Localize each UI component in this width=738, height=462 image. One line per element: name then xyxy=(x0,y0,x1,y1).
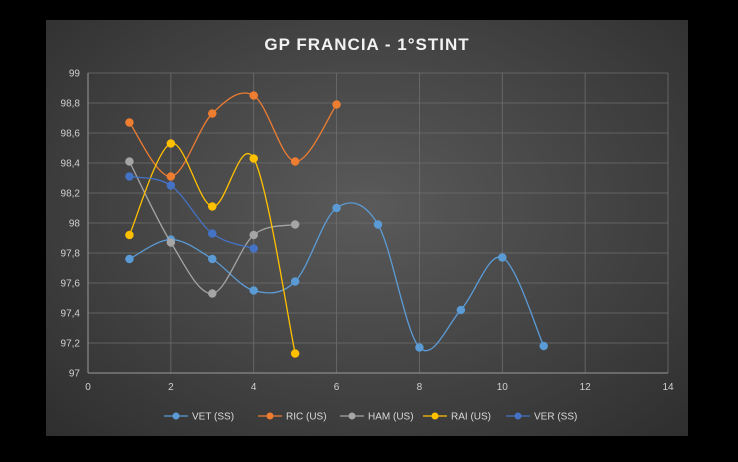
data-point-vet xyxy=(539,341,548,351)
data-point-ver xyxy=(249,244,258,253)
series-line-ham xyxy=(128,161,296,295)
data-point-ric xyxy=(125,118,134,127)
y-tick-label: 98,2 xyxy=(61,189,81,200)
legend-item-rai: RAI (US) xyxy=(423,412,491,423)
data-point-vet xyxy=(456,305,466,315)
series-ric xyxy=(125,91,341,181)
legend-marker xyxy=(266,412,274,420)
data-point-vet xyxy=(373,220,383,229)
legend-marker xyxy=(431,412,439,420)
data-point-ver xyxy=(125,172,134,181)
data-point-rai xyxy=(249,154,258,163)
chart-title: GP FRANCIA - 1°STINT xyxy=(264,35,469,54)
legend-item-ham: HAM (US) xyxy=(340,412,414,423)
line-chart: GP FRANCIA - 1°STINT 9797,297,497,697,89… xyxy=(61,35,674,423)
data-point-rai xyxy=(166,139,176,148)
data-point-ver xyxy=(208,229,217,238)
data-point-rai xyxy=(125,230,134,240)
legend-item-ric: RIC (US) xyxy=(258,412,327,423)
x-tick-label: 2 xyxy=(168,382,174,393)
data-point-ric xyxy=(290,157,300,166)
series-line-rai xyxy=(128,142,296,354)
data-point-vet xyxy=(498,253,507,262)
x-tick-label: 10 xyxy=(497,382,509,393)
legend-marker xyxy=(514,412,522,420)
legend: VET (SS) RIC (US) HAM (US) RAI (US) VER (SS) xyxy=(164,412,577,423)
legend-item-vet: VET (SS) xyxy=(164,412,234,423)
y-tick-label: 98,8 xyxy=(61,99,81,110)
data-point-ham xyxy=(290,220,300,229)
y-tick-label: 98,4 xyxy=(61,159,81,170)
y-tick-label: 97,8 xyxy=(61,249,81,260)
y-tick-label: 97,4 xyxy=(61,309,81,320)
data-point-rai xyxy=(208,202,217,211)
x-tick-label: 8 xyxy=(417,382,423,393)
series-vet xyxy=(125,202,548,352)
legend-label: VER (SS) xyxy=(534,412,577,423)
data-point-ham xyxy=(166,238,176,247)
data-point-ric xyxy=(249,91,258,100)
data-point-vet xyxy=(208,254,217,264)
legend-label: VET (SS) xyxy=(192,412,234,423)
legend-marker xyxy=(172,412,180,420)
series-line-ver xyxy=(129,175,254,250)
x-tick-label: 12 xyxy=(580,382,592,393)
data-point-ric xyxy=(166,172,176,181)
legend-label: RAI (US) xyxy=(451,412,491,423)
data-point-vet xyxy=(415,343,424,352)
series-line-ric xyxy=(128,92,338,178)
x-tick-label: 14 xyxy=(662,382,674,393)
legend-label: HAM (US) xyxy=(368,412,414,423)
legend-item-ver: VER (SS) xyxy=(506,412,577,423)
x-tick-label: 6 xyxy=(334,382,340,393)
legend-marker xyxy=(348,412,356,420)
axis-layer: 97 97,2 97,4 97,6 97,8 98 98,2 98,4 98,6 98,8 99 0 2… xyxy=(61,69,674,394)
data-point-vet xyxy=(290,277,300,286)
data-point-vet xyxy=(332,203,341,213)
legend-label: RIC (US) xyxy=(286,412,327,423)
series-ver xyxy=(125,172,258,253)
data-point-ham xyxy=(208,289,217,298)
y-tick-label: 97,2 xyxy=(61,339,81,350)
series-rai xyxy=(125,139,300,358)
x-tick-label: 4 xyxy=(251,382,257,393)
data-point-ver xyxy=(166,181,176,190)
y-tick-label: 99 xyxy=(69,69,81,80)
data-point-vet xyxy=(125,254,134,264)
data-point-ham xyxy=(249,230,258,240)
data-point-rai xyxy=(290,349,300,358)
data-point-ric xyxy=(208,109,217,118)
data-point-ham xyxy=(125,157,134,166)
y-tick-label: 98 xyxy=(69,219,81,230)
y-tick-label: 97 xyxy=(69,369,81,380)
series-layer xyxy=(125,91,548,358)
chart-card: GP FRANCIA - 1°STINT 97 97,2 97,4 97,6 97,8 9… xyxy=(46,20,688,436)
data-point-vet xyxy=(249,286,258,295)
data-point-ric xyxy=(332,100,341,109)
series-ham xyxy=(125,157,300,298)
y-tick-label: 97,6 xyxy=(61,279,81,290)
x-tick-label: 0 xyxy=(85,382,91,393)
y-tick-label: 98,6 xyxy=(61,129,81,140)
